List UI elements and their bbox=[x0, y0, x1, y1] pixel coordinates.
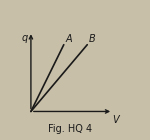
Text: A: A bbox=[65, 34, 72, 44]
Text: B: B bbox=[89, 34, 96, 44]
Text: q: q bbox=[22, 33, 28, 43]
Text: V: V bbox=[112, 116, 119, 125]
Text: Fig. HQ 4: Fig. HQ 4 bbox=[48, 124, 93, 134]
